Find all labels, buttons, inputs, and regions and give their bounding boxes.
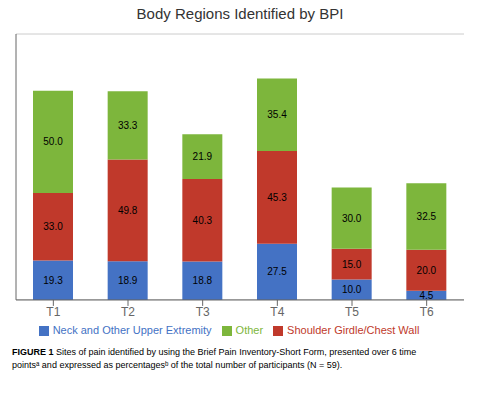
svg-text:18.8: 18.8 <box>193 275 213 286</box>
html-text:Other: Other <box>235 323 264 336</box>
html-text:Shoulder Girdle/Chest Wall: Shoulder Girdle/Chest Wall <box>287 323 420 336</box>
svg-text:40.3: 40.3 <box>193 215 213 226</box>
html-text:pointsᵃ and expressed as perce: pointsᵃ and expressed as percentagesᵇ of… <box>12 360 343 370</box>
svg-text:T2: T2 <box>121 305 135 319</box>
svg-text:T3: T3 <box>196 305 210 319</box>
svg-text:10.0: 10.0 <box>342 284 362 295</box>
svg-text:33.3: 33.3 <box>118 120 138 131</box>
html-text:Neck and Other Upper Extremity: Neck and Other Upper Extremity <box>52 323 212 336</box>
html-text:FIGURE 1 Sites of pain identif: FIGURE 1 Sites of pain identified by usi… <box>12 347 417 357</box>
svg-text:T4: T4 <box>270 305 284 319</box>
svg-text:49.8: 49.8 <box>118 205 138 216</box>
svg-text:21.9: 21.9 <box>193 151 213 162</box>
svg-text:33.0: 33.0 <box>43 221 63 232</box>
svg-text:50.0: 50.0 <box>43 136 63 147</box>
svg-text:T1: T1 <box>46 305 60 319</box>
svg-text:19.3: 19.3 <box>43 275 63 286</box>
svg-text:18.9: 18.9 <box>118 275 138 286</box>
svg-text:T6: T6 <box>420 305 434 319</box>
svg-text:35.4: 35.4 <box>267 109 287 120</box>
svg-text:27.5: 27.5 <box>267 266 287 277</box>
html-text:Body Regions Identified by BPI: Body Regions Identified by BPI <box>136 5 344 22</box>
svg-text:20.0: 20.0 <box>417 265 437 276</box>
svg-text:45.3: 45.3 <box>267 192 287 203</box>
svg-text:32.5: 32.5 <box>417 211 437 222</box>
svg-text:30.0: 30.0 <box>342 213 362 224</box>
svg-text:15.0: 15.0 <box>342 259 362 270</box>
svg-text:4.5: 4.5 <box>419 290 433 301</box>
svg-text:T5: T5 <box>345 305 359 319</box>
